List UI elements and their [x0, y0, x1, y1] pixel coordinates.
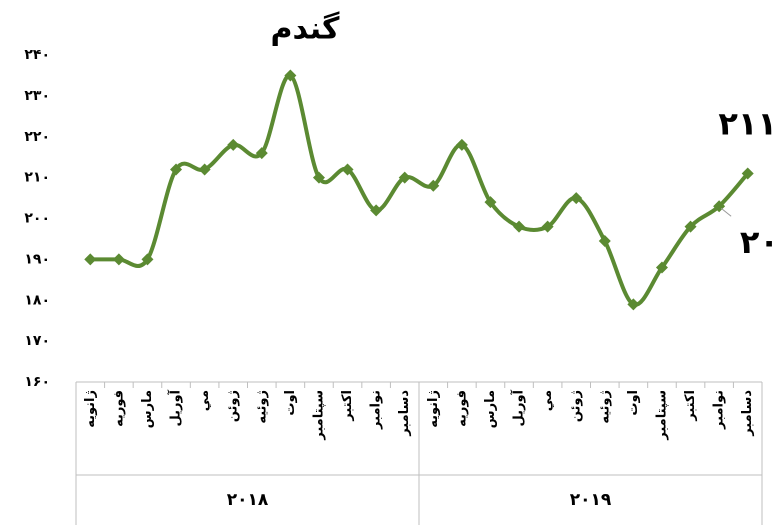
x-tick-label: مارس [483, 390, 498, 428]
marker [684, 220, 697, 233]
marker [312, 171, 325, 184]
x-tick-label: ژانویه [426, 390, 441, 428]
y-tick-label: ۲۲۰ [24, 129, 50, 145]
marker [198, 163, 211, 176]
group-label: ۲۰۱۸ [227, 490, 269, 510]
marker [427, 179, 440, 192]
leader-line [720, 207, 732, 217]
marker [170, 163, 183, 176]
x-tick-label: ژوئیه [597, 390, 612, 424]
marker [398, 171, 411, 184]
marker [655, 261, 668, 274]
marker [741, 167, 754, 180]
y-tick-label: ۱۷۰ [24, 333, 50, 349]
marker [255, 147, 268, 160]
marker [484, 196, 497, 209]
x-tick-label: مي [197, 390, 212, 411]
x-tick-label: ژوئن [569, 390, 584, 422]
x-tick-label: اوت [626, 390, 641, 416]
y-tick-label: ۲۰۰ [24, 211, 50, 227]
data-label: ۲۱۱ [718, 105, 774, 143]
marker [598, 234, 611, 247]
y-tick-label: ۱۶۰ [24, 374, 50, 390]
x-tick-label: اکتبر [683, 390, 698, 422]
x-tick-label: فوریه [111, 390, 126, 427]
x-tick-label: نوامبر [712, 390, 727, 430]
y-tick-label: ۱۹۰ [24, 251, 50, 267]
x-tick-label: نوامبر [369, 390, 384, 430]
x-tick-label: ژانویه [83, 390, 98, 428]
x-tick-label: آوریل [510, 389, 527, 426]
y-tick-label: ۲۱۰ [24, 170, 50, 186]
marker [627, 298, 640, 311]
marker [541, 220, 554, 233]
marker [341, 163, 354, 176]
marker [455, 138, 468, 151]
chart-title: گندم [270, 11, 340, 47]
x-tick-label: آوریل [167, 389, 184, 426]
x-tick-label: سپتامبر [654, 390, 669, 441]
y-tick-label: ۲۳۰ [24, 88, 50, 104]
marker [84, 253, 97, 266]
x-tick-label: مي [540, 390, 555, 411]
y-tick-label: ۲۴۰ [24, 47, 50, 63]
x-tick-label: اکتبر [340, 390, 355, 422]
line [90, 73, 750, 307]
marker [141, 253, 154, 266]
x-tick-label: ژوئن [226, 390, 241, 422]
marker [370, 204, 383, 217]
data-label: ۲۰۳ [740, 223, 774, 261]
x-tick-label: سپتامبر [311, 390, 326, 441]
marker [570, 192, 583, 205]
group-label: ۲۰۱۹ [570, 490, 612, 510]
x-tick-label: ژوئیه [254, 390, 269, 424]
x-tick-label: فوریه [454, 390, 469, 427]
marker [513, 220, 526, 233]
marker [284, 69, 297, 82]
x-tick-label: دسامبر [397, 390, 412, 437]
x-tick-label: اوت [283, 390, 298, 416]
y-tick-label: ۱۸۰ [24, 292, 50, 308]
x-tick-label: مارس [140, 390, 155, 428]
marker [112, 253, 125, 266]
x-tick-label: دسامبر [740, 390, 755, 437]
marker [227, 138, 240, 151]
